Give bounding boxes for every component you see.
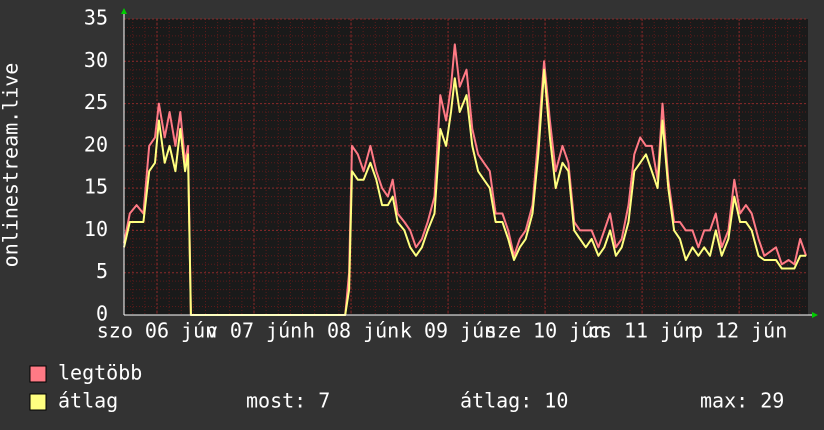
legend-stat: max: 29 — [700, 389, 784, 413]
legend: legtöbb átlag most: 7 átlag: 10 max: 29 — [29, 361, 784, 413]
x-tick-label: k 09 jún — [400, 319, 496, 343]
plot-area — [124, 19, 808, 315]
grid — [124, 18, 808, 316]
y-tick-label: 30 — [84, 48, 108, 72]
x-tick-label: p 12 jún — [691, 319, 787, 343]
legend-swatch — [29, 365, 47, 383]
legend-label: átlag — [58, 389, 118, 413]
x-axis-arrow — [812, 312, 818, 318]
y-axis-arrow — [121, 8, 127, 14]
y-tick-label: 5 — [96, 259, 108, 283]
legend-swatch — [29, 393, 47, 411]
legend-stat: most: 7 — [246, 389, 330, 413]
y-tick-label: 20 — [84, 132, 108, 156]
legend-label: legtöbb — [58, 361, 142, 385]
y-tick-label: 25 — [84, 90, 108, 114]
series-line — [123, 68, 807, 316]
x-tick-label: cs 11 jún — [588, 319, 696, 343]
x-tick-label: sze 10 jún — [485, 319, 605, 343]
y-tick-label: 35 — [84, 6, 108, 30]
y-axis-label: onlinestream.live — [0, 63, 23, 268]
y-tick-label: 15 — [84, 175, 108, 199]
y-tick-label: 0 — [96, 302, 108, 326]
x-tick-label: h 08 jún — [303, 319, 399, 343]
legend-stat: átlag: 10 — [460, 389, 568, 413]
marks — [123, 43, 808, 316]
y-tick-label: 10 — [84, 217, 108, 241]
x-tick-label: szo 06 jún — [97, 319, 217, 343]
x-tick-label: v 07 jún — [206, 319, 302, 343]
